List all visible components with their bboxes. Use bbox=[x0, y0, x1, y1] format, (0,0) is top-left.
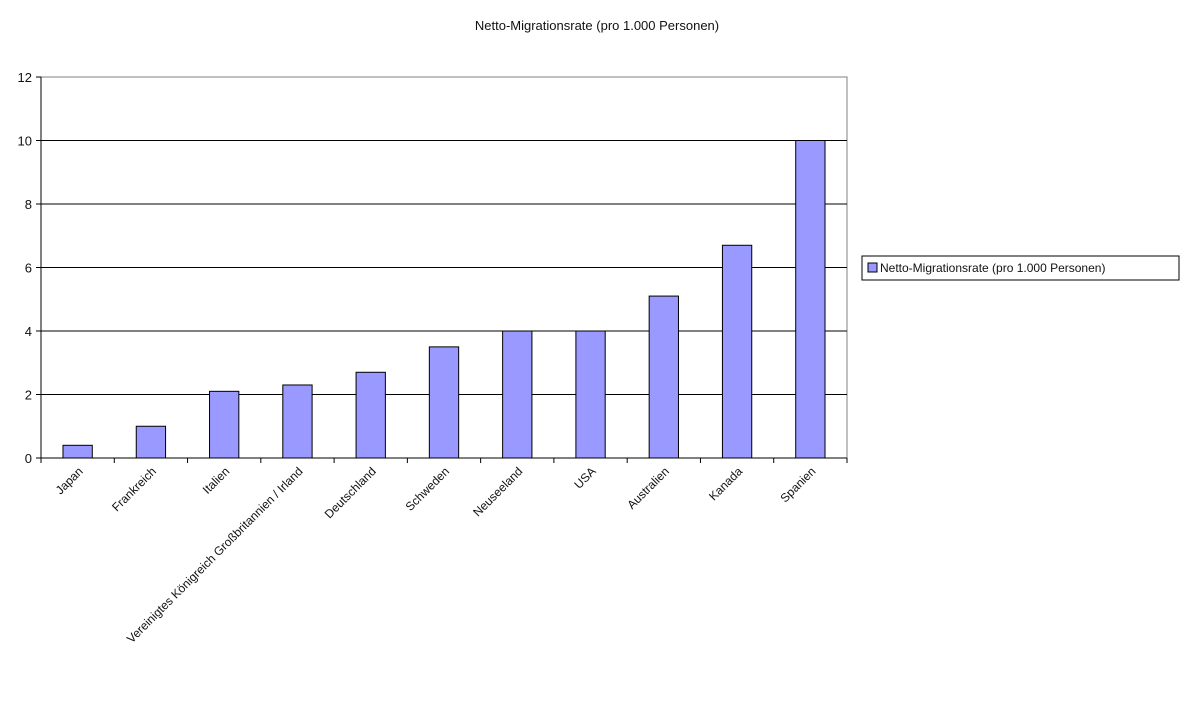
legend-swatch bbox=[867, 262, 878, 273]
bar bbox=[502, 330, 533, 459]
x-tick-label: Italien bbox=[200, 464, 233, 497]
gridlines bbox=[41, 140, 847, 395]
x-tick-label: Deutschland bbox=[322, 464, 379, 521]
x-tick-label: Neuseeland bbox=[470, 464, 525, 519]
bar bbox=[355, 371, 386, 459]
y-tick-label: 0 bbox=[25, 451, 32, 466]
y-tick-label: 4 bbox=[25, 324, 32, 339]
y-tick-label: 10 bbox=[18, 134, 32, 149]
y-axis: 0 2 4 6 8 10 12 bbox=[18, 70, 42, 466]
x-tick-label: Schweden bbox=[403, 464, 453, 514]
x-tick-label: Spanien bbox=[777, 464, 818, 505]
bar bbox=[795, 140, 826, 459]
bar bbox=[575, 330, 606, 459]
x-tick-label: Frankreich bbox=[109, 464, 159, 514]
bar bbox=[209, 390, 240, 459]
x-tick-label: USA bbox=[571, 464, 598, 491]
x-tick-label: Japan bbox=[53, 464, 86, 497]
bar bbox=[428, 346, 460, 459]
bar bbox=[721, 244, 753, 459]
x-tick-label: Australien bbox=[624, 464, 672, 512]
legend: Netto-Migrationsrate (pro 1.000 Personen… bbox=[861, 255, 1180, 281]
bar bbox=[282, 384, 313, 459]
y-tick-label: 8 bbox=[25, 197, 32, 212]
y-tick-label: 2 bbox=[25, 388, 32, 403]
bars bbox=[62, 140, 826, 459]
bar bbox=[648, 295, 679, 459]
y-tick-label: 12 bbox=[18, 70, 32, 85]
y-tick-label: 6 bbox=[25, 261, 32, 276]
legend-label: Netto-Migrationsrate (pro 1.000 Personen… bbox=[880, 261, 1105, 275]
legend-box bbox=[861, 255, 1180, 281]
bar bbox=[135, 425, 167, 459]
chart-title: Netto-Migrationsrate (pro 1.000 Personen… bbox=[475, 18, 719, 33]
bar bbox=[62, 444, 93, 459]
x-tick-label: Kanada bbox=[706, 464, 745, 503]
